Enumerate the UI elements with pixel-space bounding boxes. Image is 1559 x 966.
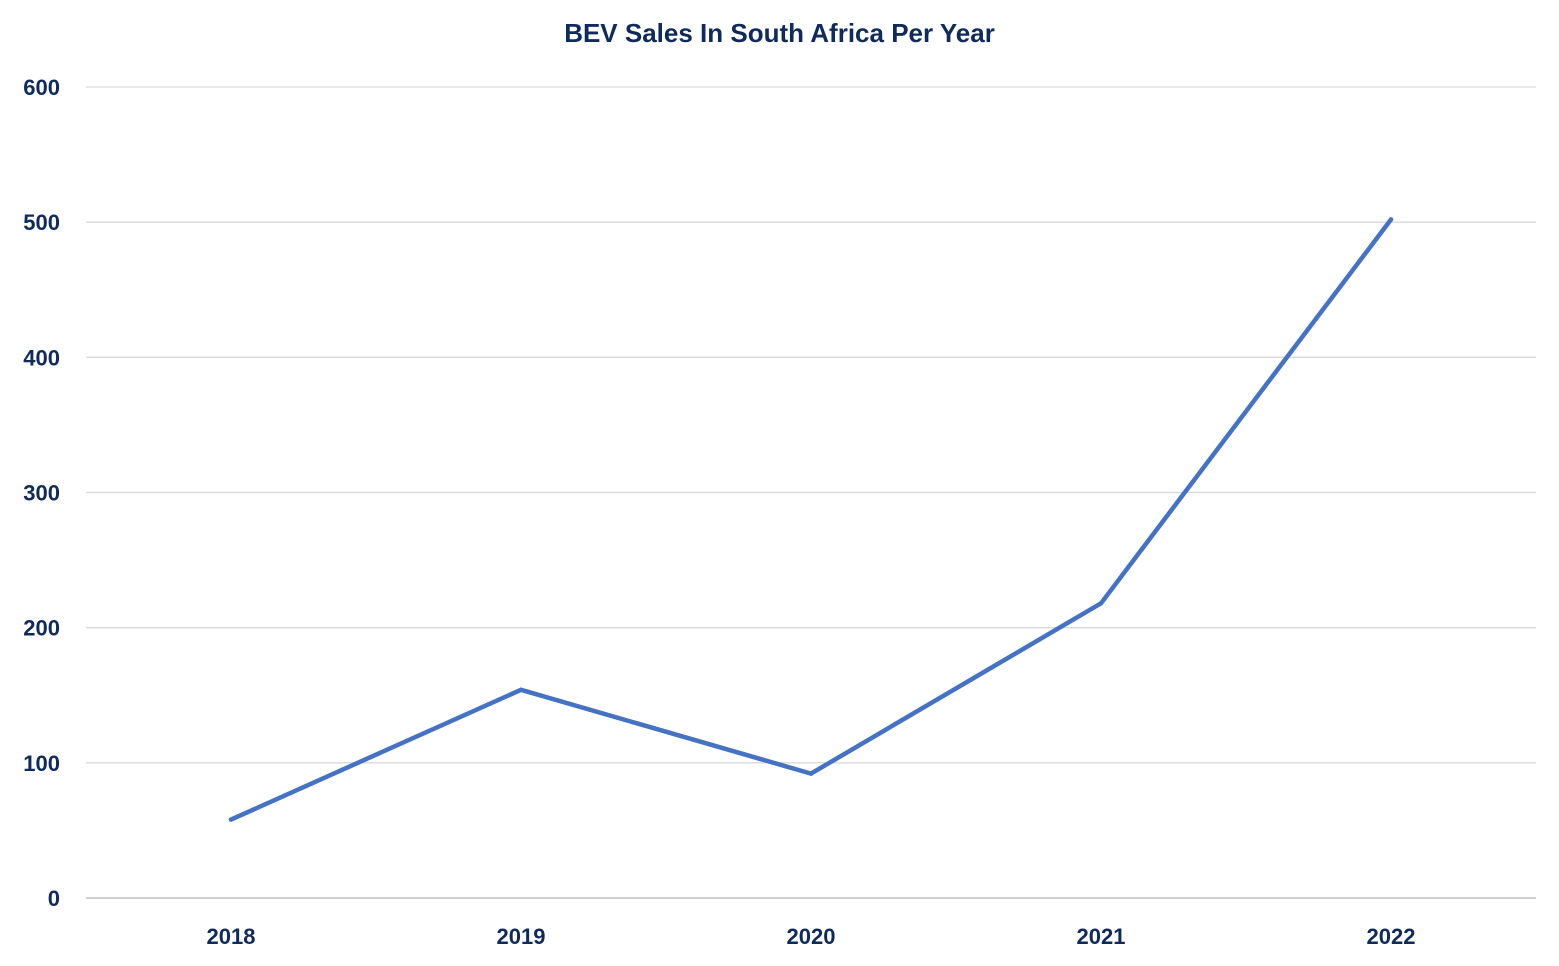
series-layer <box>228 217 1394 822</box>
y-tick-label: 300 <box>23 481 60 506</box>
y-tick-label: 400 <box>23 345 60 370</box>
x-axis-tick-labels: 2018 2019 2020 2021 2022 <box>207 924 1416 949</box>
gridlines <box>86 86 1536 899</box>
x-tick-label: 2021 <box>1077 924 1126 949</box>
data-point <box>518 687 524 693</box>
x-tick-label: 2020 <box>787 924 836 949</box>
y-axis-tick-labels: 0 100 200 300 400 500 600 <box>23 75 60 911</box>
y-tick-label: 100 <box>23 751 60 776</box>
data-point <box>1098 601 1104 606</box>
y-tick-label: 0 <box>48 886 60 911</box>
data-point <box>1388 217 1394 222</box>
data-point <box>808 771 814 776</box>
x-tick-label: 2018 <box>207 924 256 949</box>
x-tick-label: 2022 <box>1367 924 1416 949</box>
data-point <box>228 817 234 822</box>
series-line <box>228 217 1394 822</box>
y-tick-label: 500 <box>23 210 60 235</box>
x-tick-label: 2019 <box>497 924 546 949</box>
chart-title: BEV Sales In South Africa Per Year <box>564 18 995 48</box>
y-tick-label: 200 <box>23 616 60 641</box>
y-tick-label: 600 <box>23 75 60 100</box>
